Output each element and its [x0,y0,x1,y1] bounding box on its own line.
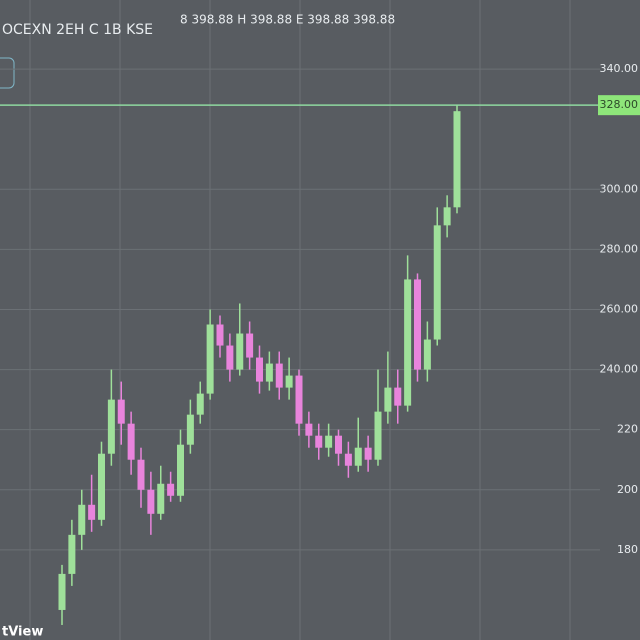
candle-body [315,435,323,448]
candle-body [295,375,303,424]
candle-body [335,435,342,454]
candle-body [147,489,155,514]
candle-body [68,534,76,574]
candle-body [137,459,145,490]
candle-body [107,399,115,454]
candle-body [98,453,105,520]
y-tick-label: 180 [617,543,638,556]
candle-body [186,414,194,445]
candle-body [206,324,214,394]
ohlc-text: 8 398.88 H 398.88 E 398.88 398.88 [180,13,395,27]
candle-body [265,363,273,382]
candle-body [226,345,234,370]
candle-body [236,333,244,370]
candle-body [177,444,184,496]
y-tick-label: 220 [617,423,638,436]
candle-body [127,423,135,460]
candle-body [88,504,96,520]
candle-body [344,453,352,466]
candle-body [364,447,372,460]
candle-body [374,411,382,460]
y-tick-label: 280.00 [600,242,639,255]
y-tick-label: 240.00 [600,363,639,376]
y-tick-label: 340.00 [600,62,639,75]
last-price-label: 328.00 [600,98,639,111]
candle-body [354,447,362,466]
last-price-box [598,95,640,116]
candle-body [423,339,431,370]
watermark: tView [2,625,43,640]
candle-body [433,225,441,340]
candle-body [157,483,165,514]
candle-body [404,279,412,406]
candle-body [256,357,263,382]
candle-body [78,504,86,535]
y-tick-label: 300.00 [600,182,639,195]
candle-body [167,483,175,496]
y-tick-label: 200 [617,483,638,496]
candle-body [117,399,125,424]
candle-body [384,387,392,412]
candle-body [58,573,66,610]
candle-body [196,393,204,415]
candle-body [414,279,421,370]
candle-body [216,324,224,346]
candle-body [246,333,254,358]
y-tick-label: 260.00 [600,302,639,315]
candle-body [453,111,461,208]
candle-body [394,387,402,406]
candle-body [305,423,313,436]
candle-body [285,375,293,388]
button[interactable] [0,57,15,89]
candle-body [443,207,451,226]
symbol-title: OCEXN 2EH C 1B KSE [2,22,153,38]
candle-body [325,435,333,448]
candle-body [275,363,283,388]
